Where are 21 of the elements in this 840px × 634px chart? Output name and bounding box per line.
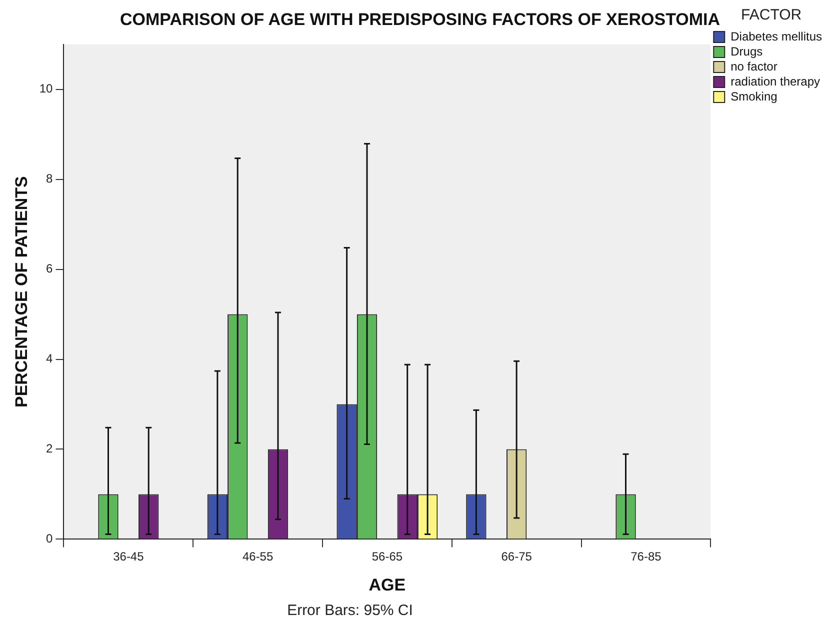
legend-label: Smoking (730, 89, 778, 104)
x-tick-label: 66-75 (501, 550, 532, 564)
x-tick-label: 56-65 (372, 550, 403, 564)
chart-title: COMPARISON OF AGE WITH PREDISPOSING FACTORS OF XEROSTOMIA (120, 10, 720, 29)
y-tick-label: 2 (46, 442, 54, 456)
legend-label: no factor (730, 59, 778, 74)
legend-label: Diabetes mellitus (730, 29, 822, 44)
text: Error Bars: 95% CI (286, 602, 414, 619)
x-axis-title: AGE (368, 575, 406, 594)
y-axis-title: PERCENTAGE OF PATIENTS (12, 176, 31, 408)
legend-title: FACTOR (741, 6, 802, 24)
x-tick-label: 46-55 (242, 550, 274, 564)
y-tick-label: 6 (46, 262, 54, 276)
legend-label: Drugs (730, 44, 763, 58)
y-tick-label: 0 (46, 532, 54, 546)
y-tick-label: 8 (46, 172, 54, 186)
legend-label: radiation therapy (730, 74, 820, 88)
y-tick-label: 4 (46, 352, 54, 366)
x-tick-label: 76-85 (630, 550, 662, 564)
x-tick-label: 36-45 (113, 550, 144, 564)
y-tick-label: 10 (39, 82, 54, 96)
